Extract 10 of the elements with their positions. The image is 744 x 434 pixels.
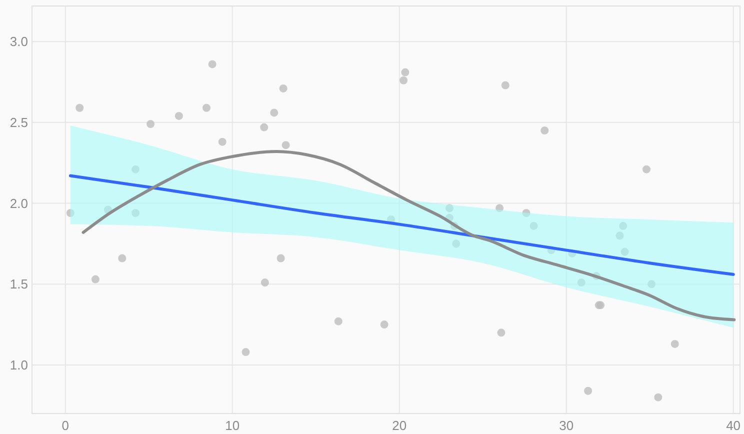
x-tick-label: 10 <box>225 418 240 433</box>
y-tick-label: 3.0 <box>10 34 28 50</box>
y-tick-label: 1.0 <box>10 358 28 373</box>
x-tick-label: 40 <box>726 418 741 433</box>
y-tick-label: 2.0 <box>10 196 28 211</box>
y-tick-label: 2.5 <box>10 114 28 130</box>
x-tick-label: 0 <box>62 418 70 433</box>
y-tick-label: 1.5 <box>10 276 28 292</box>
x-tick-label: 20 <box>392 418 407 433</box>
x-tick-label: 30 <box>559 418 574 433</box>
